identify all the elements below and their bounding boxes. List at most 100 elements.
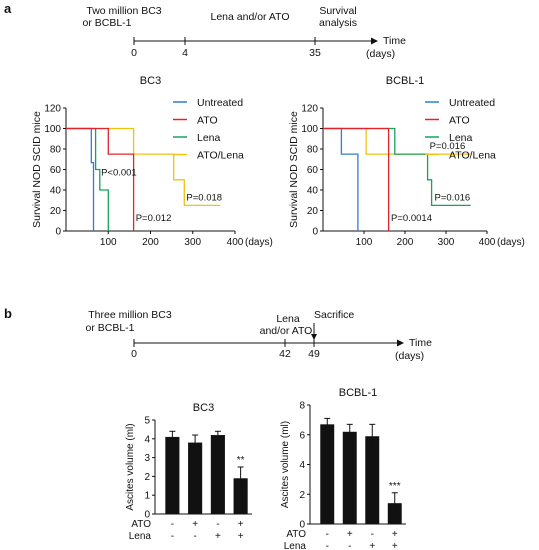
y-tick-label: 3 bbox=[144, 453, 150, 464]
treatment-sign: - bbox=[348, 541, 351, 550]
legend-label: ATO bbox=[197, 115, 218, 127]
y-tick-label: 2 bbox=[299, 490, 305, 501]
treatment-sign: + bbox=[238, 519, 244, 530]
timeline-b-tick-label: 42 bbox=[279, 348, 291, 360]
timeline-a-tick-label: 0 bbox=[131, 47, 137, 59]
timeline-a-label-treatment: Lena and/or ATO bbox=[210, 11, 289, 23]
chart-title: BCBL-1 bbox=[339, 387, 378, 399]
y-tick-label: 0 bbox=[144, 510, 150, 521]
timeline-b-tick-label: 49 bbox=[308, 348, 320, 360]
y-tick-label: 20 bbox=[50, 206, 62, 217]
treatment-row-label: ATO bbox=[286, 529, 306, 540]
timeline-b-label-treatment-2: and/or ATO bbox=[260, 325, 313, 337]
series-line-ato-lena bbox=[66, 127, 221, 207]
significance-marker: *** bbox=[389, 481, 401, 492]
p-value-annotation: P<0.001 bbox=[101, 168, 137, 179]
y-tick-label: 6 bbox=[299, 430, 305, 441]
x-tick-label: 300 bbox=[184, 237, 201, 248]
p-value-annotation: P=0.012 bbox=[136, 213, 172, 224]
x-tick-label: 200 bbox=[397, 237, 414, 248]
timeline-b-endpoint-arrowhead bbox=[311, 334, 317, 340]
legend-label: Lena bbox=[449, 132, 473, 144]
treatment-sign: + bbox=[392, 541, 398, 550]
timeline-a-label-inoculum-1: Two million BC3 bbox=[86, 5, 161, 17]
timeline-b-label-endpoint: Sacrifice bbox=[314, 309, 354, 321]
legend-label: ATO/Lena bbox=[449, 150, 496, 162]
panel-label-a: a bbox=[4, 1, 12, 16]
treatment-sign: + bbox=[215, 531, 221, 542]
treatment-sign: - bbox=[371, 529, 374, 540]
y-tick-label: 20 bbox=[307, 206, 319, 217]
timeline-a-tick-label: 35 bbox=[309, 47, 321, 59]
y-axis-label: Ascites volume (ml) bbox=[125, 423, 136, 510]
x-axis-label: (days) bbox=[497, 237, 525, 248]
chart-title: BCBL-1 bbox=[386, 75, 425, 87]
series-line-untreated bbox=[323, 127, 359, 231]
timeline-a-tick-label: 4 bbox=[182, 47, 188, 59]
treatment-sign: - bbox=[193, 531, 196, 542]
timeline-b-axis-unit: (days) bbox=[395, 350, 424, 362]
series-line-lena bbox=[323, 127, 471, 207]
chart-title: BC3 bbox=[193, 402, 214, 414]
legend-label: ATO bbox=[449, 115, 470, 127]
legend-label: Lena bbox=[197, 132, 221, 144]
p-value-annotation: P=0.018 bbox=[186, 192, 222, 203]
timeline-a-arrowhead bbox=[371, 37, 378, 45]
bar bbox=[365, 436, 380, 524]
timeline-b-arrowhead bbox=[397, 339, 404, 347]
y-tick-label: 0 bbox=[55, 227, 61, 238]
timeline-b-label-treatment-1: Lena bbox=[276, 313, 300, 325]
y-axis-label: Survival NOD SCID mice bbox=[31, 111, 43, 228]
timeline-a-axis-label: Time bbox=[383, 35, 406, 47]
treatment-sign: - bbox=[171, 531, 174, 542]
y-tick-label: 120 bbox=[44, 104, 61, 115]
series-line-ato bbox=[323, 127, 390, 231]
x-tick-label: 400 bbox=[479, 237, 496, 248]
treatment-row-label: Lena bbox=[284, 541, 307, 550]
p-value-annotation: P=0.016 bbox=[435, 192, 471, 203]
treatment-row-label: ATO bbox=[131, 519, 151, 530]
y-axis-label: Ascites volume (ml) bbox=[280, 421, 291, 508]
y-tick-label: 0 bbox=[299, 520, 305, 531]
bar bbox=[320, 424, 335, 524]
chart-title: BC3 bbox=[140, 75, 161, 87]
bar bbox=[210, 435, 225, 514]
x-axis-label: (days) bbox=[245, 237, 273, 248]
y-tick-label: 60 bbox=[307, 165, 319, 176]
treatment-sign: + bbox=[192, 519, 198, 530]
timeline-a-axis-unit: (days) bbox=[366, 48, 395, 60]
bar bbox=[233, 478, 248, 514]
y-tick-label: 4 bbox=[144, 434, 150, 445]
timeline-b-label-inoculum-1: Three million BC3 bbox=[88, 309, 172, 321]
y-tick-label: 120 bbox=[301, 104, 318, 115]
timeline-b: Three million BC3 or BCBL-1 Lena and/or … bbox=[85, 309, 432, 362]
treatment-row-label: Lena bbox=[129, 531, 152, 542]
x-tick-label: 400 bbox=[227, 237, 244, 248]
bar bbox=[342, 431, 357, 524]
timeline-a-label-inoculum-2: or BCBL-1 bbox=[82, 17, 131, 29]
y-axis-label: Survival NOD SCID mice bbox=[288, 111, 300, 228]
x-tick-label: 300 bbox=[438, 237, 455, 248]
legend-label: Untreated bbox=[197, 97, 243, 109]
timeline-a-label-endpoint-2: analysis bbox=[319, 17, 357, 29]
series-line-ato bbox=[66, 127, 135, 231]
timeline-a: Two million BC3 or BCBL-1 Lena and/or AT… bbox=[82, 5, 406, 60]
treatment-sign: - bbox=[171, 519, 174, 530]
bar bbox=[165, 436, 180, 514]
y-tick-label: 1 bbox=[144, 491, 150, 502]
y-tick-label: 40 bbox=[50, 186, 62, 197]
y-tick-label: 5 bbox=[144, 416, 150, 427]
survival-chart-bc3: BC3 0 20 40 60 80 100 120 100 200 300 400 (days) Surv… bbox=[31, 75, 273, 248]
series-line-lena bbox=[66, 127, 109, 231]
panel-label-b: b bbox=[4, 306, 12, 321]
treatment-sign: + bbox=[238, 531, 244, 542]
treatment-sign: - bbox=[326, 529, 329, 540]
treatment-sign: + bbox=[369, 541, 375, 550]
y-tick-label: 100 bbox=[301, 124, 318, 135]
y-tick-label: 80 bbox=[307, 145, 319, 156]
x-tick-label: 100 bbox=[100, 237, 117, 248]
significance-marker: ** bbox=[237, 455, 245, 466]
y-tick-label: 0 bbox=[312, 227, 318, 238]
